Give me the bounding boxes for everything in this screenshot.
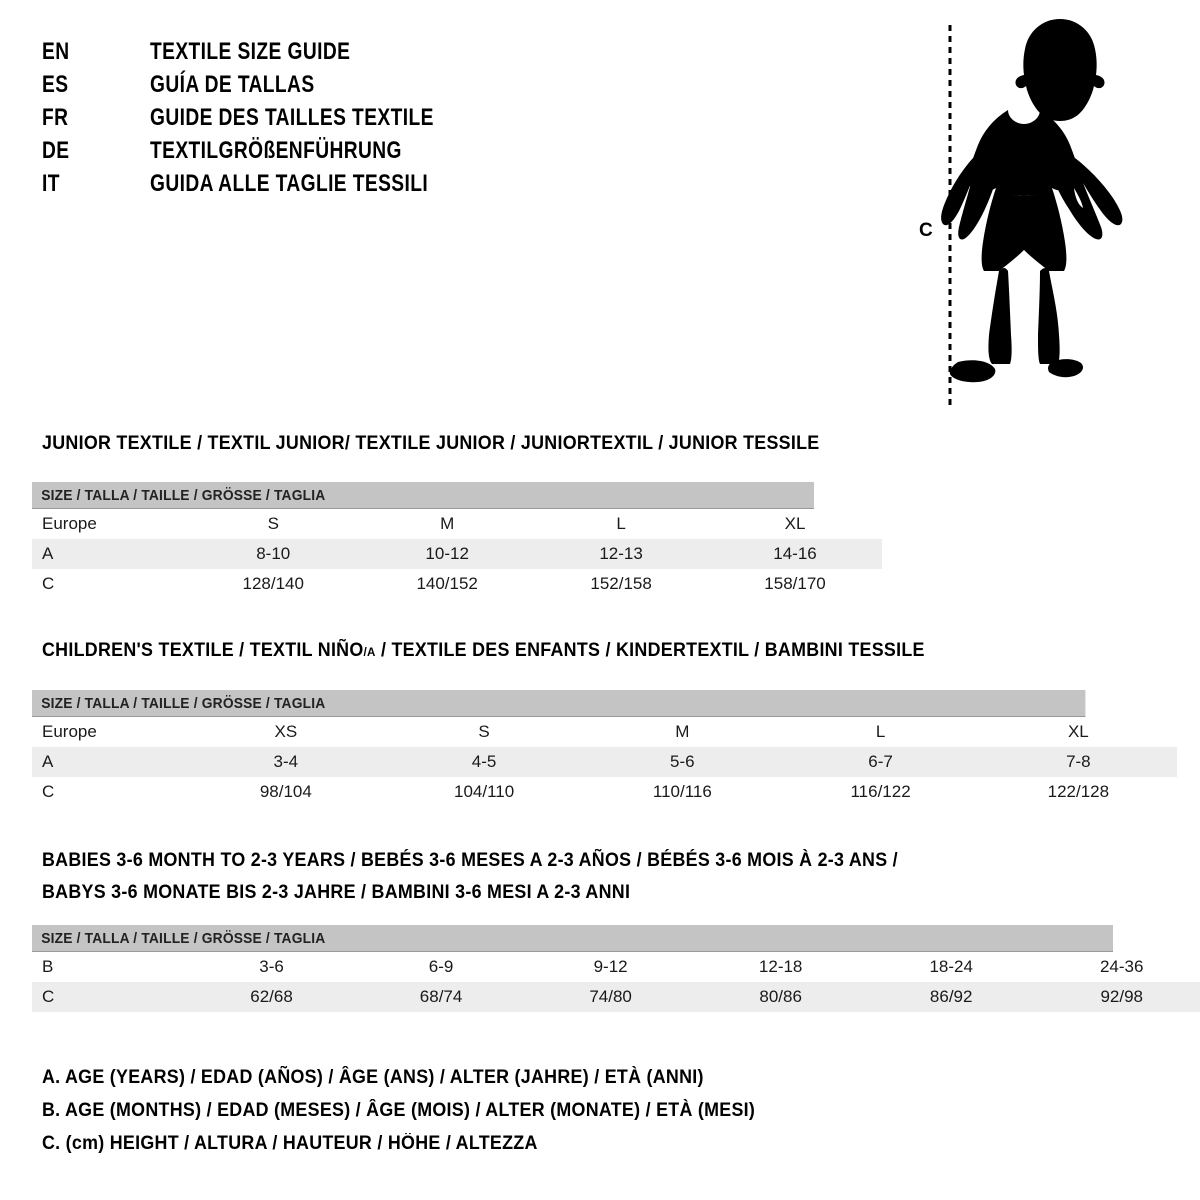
svg-text:C: C <box>919 220 933 241</box>
